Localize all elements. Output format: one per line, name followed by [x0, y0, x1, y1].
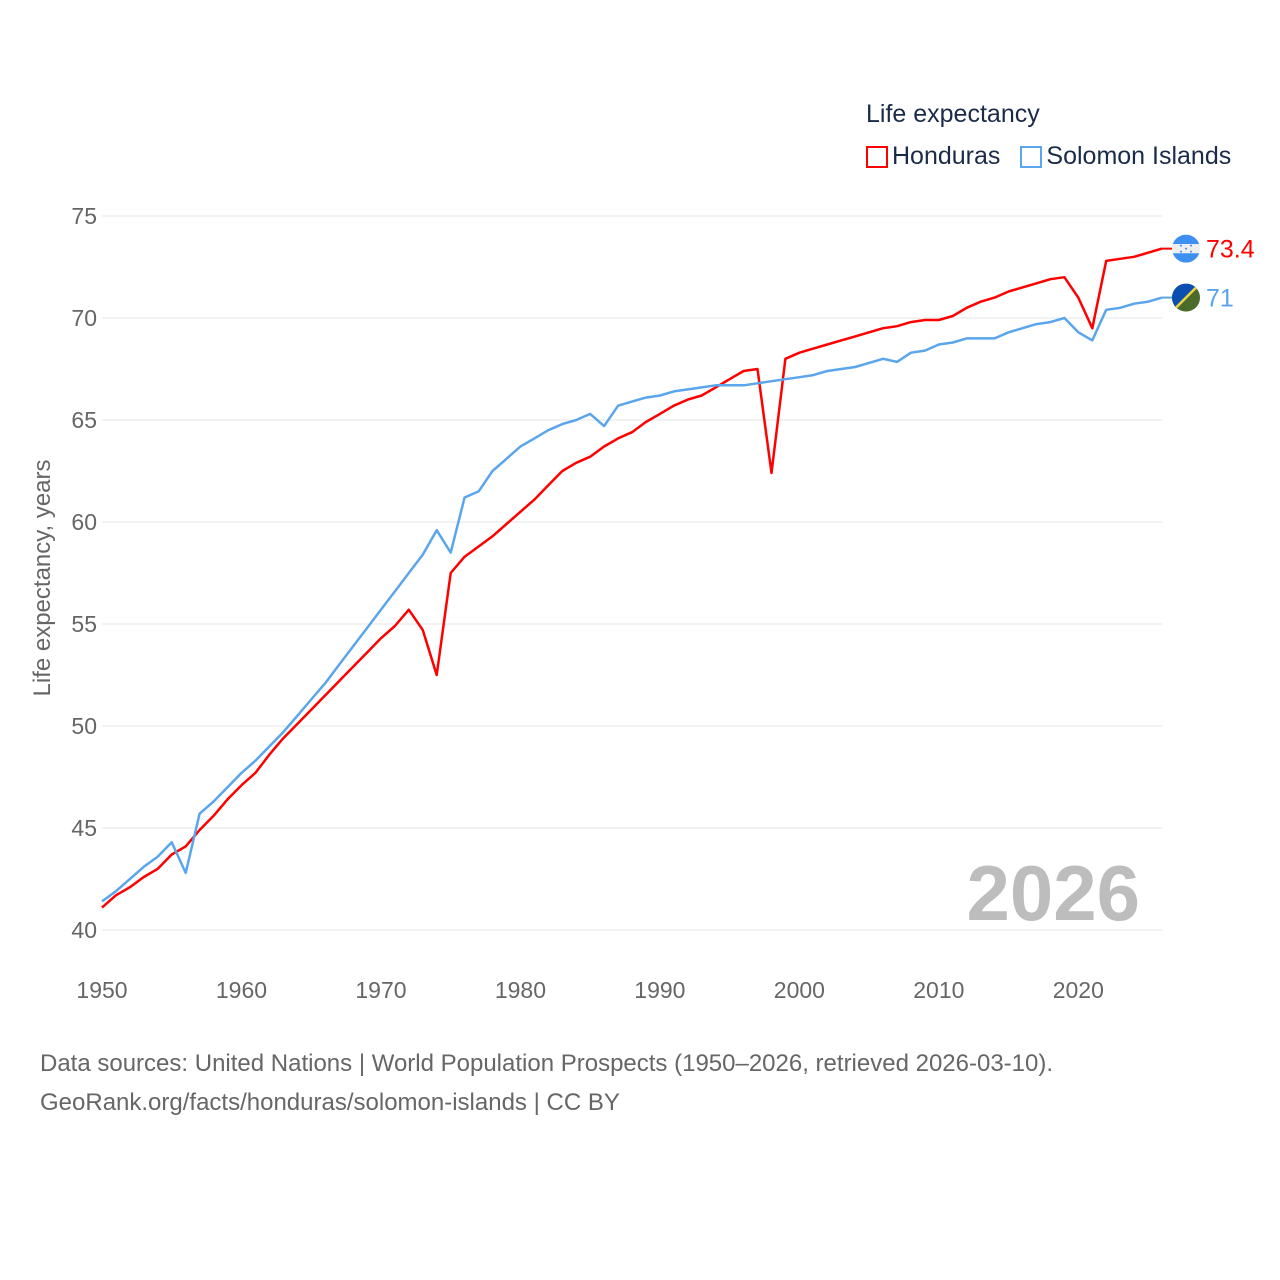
y-tick-labels: 40 45 50 55 60 65 70 75: [71, 203, 97, 943]
x-tick-label: 1950: [76, 977, 127, 1003]
y-axis-label: Life expectancy, years: [29, 459, 56, 696]
year-watermark: 2026: [966, 849, 1140, 937]
honduras-flag-icon: [1172, 234, 1200, 263]
y-tick-label: 75: [71, 203, 97, 229]
x-tick-label: 1960: [216, 977, 267, 1003]
legend-label-honduras: Honduras: [892, 142, 1001, 170]
source-line: Data sources: United Nations | World Pop…: [40, 1050, 1054, 1077]
y-tick-label: 65: [71, 407, 97, 433]
y-tick-label: 70: [71, 305, 97, 331]
legend: Honduras Solomon Islands: [866, 142, 1231, 171]
x-tick-label: 1990: [634, 977, 685, 1003]
y-tick-label: 45: [71, 815, 97, 841]
legend-label-solomon-islands: Solomon Islands: [1046, 142, 1232, 170]
footer-source: Data sources: United Nations | World Pop…: [40, 1044, 1053, 1122]
y-tick-label: 40: [71, 917, 97, 943]
end-labels: 73.4 71: [1162, 234, 1255, 313]
y-tick-label: 50: [71, 713, 97, 739]
x-tick-label: 2020: [1053, 977, 1104, 1003]
x-tick-label: 2010: [913, 977, 964, 1003]
end-value-label: 71: [1206, 285, 1234, 313]
x-tick-labels: 1950 1960 1970 1980 1990 2000 2010 2020: [76, 977, 1103, 1003]
x-tick-label: 2000: [774, 977, 825, 1003]
gridlines: [102, 215, 1162, 931]
y-tick-label: 60: [71, 509, 97, 535]
attribution-link[interactable]: GeoRank.org/facts/honduras/solomon-islan…: [40, 1089, 620, 1116]
series-line-solomon-islands: [101, 296, 1163, 903]
solomon-islands-swatch: [1020, 145, 1043, 168]
legend-item-solomon-islands[interactable]: Solomon Islands: [1020, 142, 1231, 171]
series-line-honduras: [101, 247, 1163, 909]
solomon-islands-flag-icon: [1172, 283, 1200, 312]
y-tick-label: 55: [71, 611, 97, 637]
honduras-swatch: [866, 145, 888, 168]
legend-title: Life expectancy: [866, 100, 1040, 128]
series-lines: [101, 247, 1163, 909]
x-tick-label: 1980: [495, 977, 546, 1003]
x-tick-label: 1970: [355, 977, 406, 1003]
legend-item-honduras[interactable]: Honduras: [866, 142, 1000, 171]
end-value-label: 73.4: [1206, 236, 1255, 264]
